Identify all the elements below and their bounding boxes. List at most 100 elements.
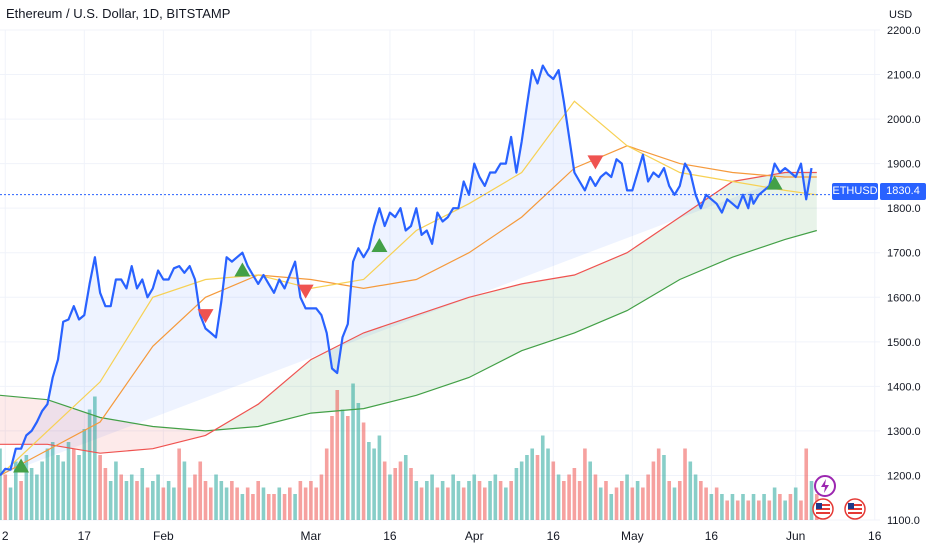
- fast-ma-line: [0, 100, 817, 476]
- volume-bar: [793, 487, 798, 520]
- volume-bar: [277, 487, 282, 520]
- volume-bar: [757, 500, 761, 520]
- volume-bar: [530, 448, 535, 520]
- x-tick-label: Jun: [786, 529, 805, 543]
- band-fills: [0, 65, 817, 476]
- volume-bar: [266, 494, 271, 520]
- volume-bar: [572, 468, 577, 520]
- x-tick-label: Apr: [465, 529, 484, 543]
- volume-bar: [783, 500, 787, 520]
- volume-bar: [551, 461, 556, 520]
- volume-bar: [767, 500, 772, 520]
- y-tick-label: 1500.0: [887, 337, 921, 349]
- x-tick-label: May: [621, 529, 644, 543]
- volume-bar: [0, 448, 2, 520]
- volume-bar: [356, 403, 361, 520]
- volume-bar: [746, 500, 751, 520]
- volume-bar: [114, 461, 118, 520]
- volume-bar: [298, 481, 303, 520]
- price-line: [0, 64, 813, 477]
- volume-bar: [677, 481, 682, 520]
- volume-bar: [340, 409, 345, 520]
- volume-bar: [504, 487, 508, 520]
- symbol-badge: ETHUSD: [832, 183, 878, 200]
- volume-bar: [219, 481, 224, 520]
- sell-signal-marker: [587, 155, 604, 170]
- volume-bar: [24, 455, 29, 520]
- volume-bar: [778, 494, 782, 520]
- volume-bar: [66, 442, 71, 520]
- us-flag-icon[interactable]: [844, 498, 866, 520]
- volume-bar: [151, 481, 155, 520]
- long-ma-line: [0, 229, 817, 432]
- volume-bar: [498, 481, 503, 520]
- volume-bar: [129, 474, 134, 520]
- volume-bar: [45, 448, 50, 520]
- volume-bar: [667, 481, 672, 520]
- volume-bar: [103, 468, 108, 520]
- volume-bar: [567, 474, 571, 520]
- volume-bar: [56, 455, 60, 520]
- lightning-icon[interactable]: [814, 475, 836, 497]
- volume-bar: [14, 461, 18, 520]
- volume-bar: [29, 468, 34, 520]
- buy-signal-marker: [13, 458, 30, 473]
- y-tick-label: 1900.0: [887, 159, 921, 171]
- volume-bar: [751, 494, 756, 520]
- volume-bar: [625, 474, 629, 520]
- volume-bar: [688, 461, 693, 520]
- buy-signal-marker: [371, 238, 388, 253]
- volume-bar: [372, 448, 376, 520]
- volume-bar: [198, 461, 203, 520]
- y-tick-label: 2200.0: [887, 25, 921, 37]
- volume-bar: [235, 487, 239, 520]
- buy-signal-marker: [234, 262, 251, 277]
- volume-bar: [714, 487, 719, 520]
- volume-bar: [788, 494, 793, 520]
- volume-bar: [614, 487, 619, 520]
- volume-bar: [335, 390, 340, 520]
- sell-signal-marker: [197, 309, 214, 324]
- volume-bar: [193, 474, 197, 520]
- volume-bar: [309, 481, 313, 520]
- volume-bar: [446, 487, 450, 520]
- volume-bars: [0, 383, 819, 520]
- y-tick-label: 1800.0: [887, 203, 921, 215]
- volume-bar: [583, 448, 587, 520]
- volume-bar: [330, 416, 334, 520]
- volume-bar: [124, 481, 129, 520]
- x-tick-label: Feb: [153, 529, 174, 543]
- sell-signal-marker: [297, 284, 314, 299]
- volume-bar: [203, 481, 208, 520]
- x-tick-label: 16: [868, 529, 882, 543]
- volume-bar: [435, 487, 440, 520]
- volume-bar: [593, 474, 598, 520]
- chart-title: Ethereum / U.S. Dollar, 1D, BITSTAMP: [6, 6, 231, 21]
- volume-bar: [40, 461, 44, 520]
- x-tick-label: 16: [383, 529, 397, 543]
- volume-bar: [361, 422, 366, 520]
- volume-bar: [619, 481, 624, 520]
- volume-bar: [425, 481, 429, 520]
- volume-bar: [403, 455, 408, 520]
- us-flag-icon[interactable]: [812, 498, 834, 520]
- volume-bar: [672, 487, 677, 520]
- buy-signal-marker: [766, 175, 783, 190]
- volume-bar: [646, 474, 650, 520]
- volume-bar: [367, 442, 371, 520]
- volume-bar: [19, 481, 23, 520]
- band-fill: [0, 395, 211, 454]
- volume-bar: [282, 494, 287, 520]
- volume-bar: [87, 409, 92, 520]
- volume-bar: [251, 494, 255, 520]
- volume-bar: [272, 494, 276, 520]
- volume-bar: [382, 461, 387, 520]
- volume-bar: [388, 474, 392, 520]
- volume-bar: [720, 494, 724, 520]
- volume-bar: [35, 474, 39, 520]
- volume-bar: [140, 468, 145, 520]
- price-area: [0, 65, 812, 476]
- x-tick-label: 16: [705, 529, 719, 543]
- currency-unit: USD: [889, 9, 913, 21]
